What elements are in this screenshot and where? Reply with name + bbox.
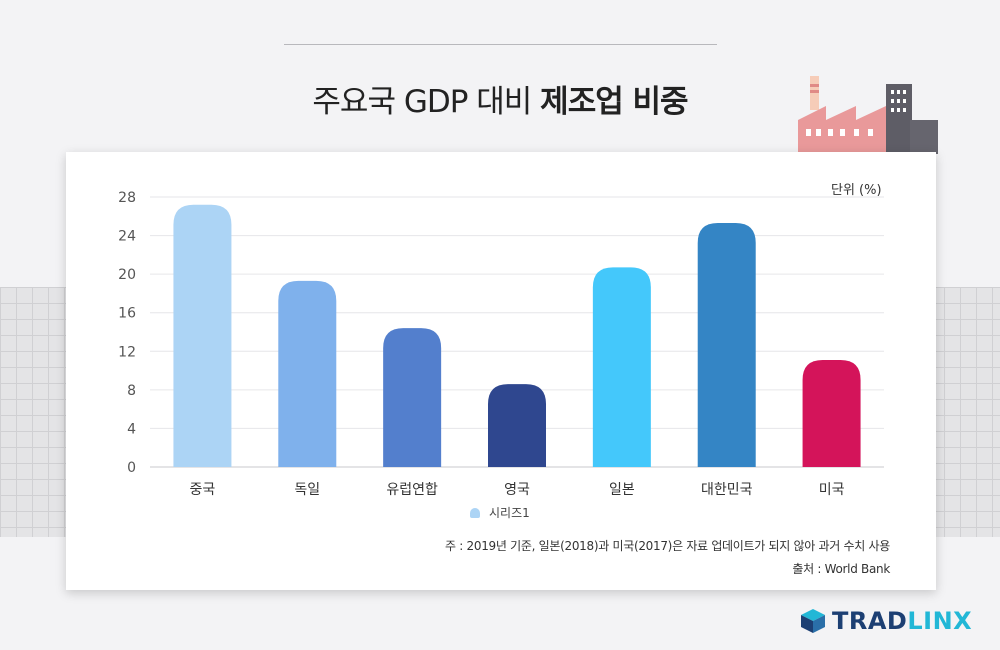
brand-logo: TRADLINX (800, 607, 972, 635)
x-tick-label: 독일 (294, 482, 320, 497)
logo-cube-icon (801, 609, 825, 633)
chart-card: 단위 (%) 0 4 8 12 16 20 24 28 중국 독일 유럽연합 영국 일본 대한민국 미국 시… (66, 152, 936, 590)
x-tick-label: 미국 (819, 482, 845, 497)
y-tick-label: 0 (127, 460, 136, 476)
bar (802, 359, 861, 467)
y-tick-label: 24 (118, 229, 136, 245)
bar (383, 328, 442, 467)
x-tick-label: 영국 (504, 482, 530, 497)
top-divider (284, 44, 717, 45)
source-note: 출처 : World Bank (792, 562, 890, 576)
y-tick-label: 4 (127, 421, 136, 437)
legend-swatch (470, 507, 480, 518)
y-tick-label: 16 (118, 306, 136, 322)
x-tick-label: 일본 (609, 482, 635, 497)
x-tick-label: 유럽연합 (386, 482, 438, 497)
x-tick-label: 중국 (190, 482, 216, 497)
footnote: 주 : 2019년 기준, 일본(2018)과 미국(2017)은 자료 업데이… (445, 539, 890, 553)
factory-icon (798, 76, 938, 154)
legend: 시리즈1 (470, 504, 530, 521)
y-tick-label: 20 (118, 267, 136, 283)
bar (278, 280, 337, 467)
bar (173, 204, 232, 467)
legend-label: 시리즈1 (489, 506, 530, 520)
logo-text-trad: TRAD (832, 607, 908, 635)
y-tick-label: 12 (118, 344, 136, 360)
unit-label: 단위 (%) (831, 183, 882, 198)
title-bold: 제조업 비중 (540, 84, 688, 120)
bar (592, 267, 651, 467)
title-regular: 주요국 GDP 대비 (312, 84, 532, 120)
logo-text-linx: LINX (907, 607, 973, 635)
y-tick-label: 28 (118, 190, 136, 206)
y-tick-label: 8 (127, 383, 136, 399)
bar (697, 223, 756, 467)
bar (488, 384, 546, 467)
bar-chart: 0 4 8 12 16 20 24 28 중국 독일 유럽연합 영국 일본 대한민국 미국 (118, 190, 884, 497)
x-tick-label: 대한민국 (701, 482, 753, 497)
page-title: 주요국 GDP 대비 제조업 비중 (0, 76, 1000, 121)
